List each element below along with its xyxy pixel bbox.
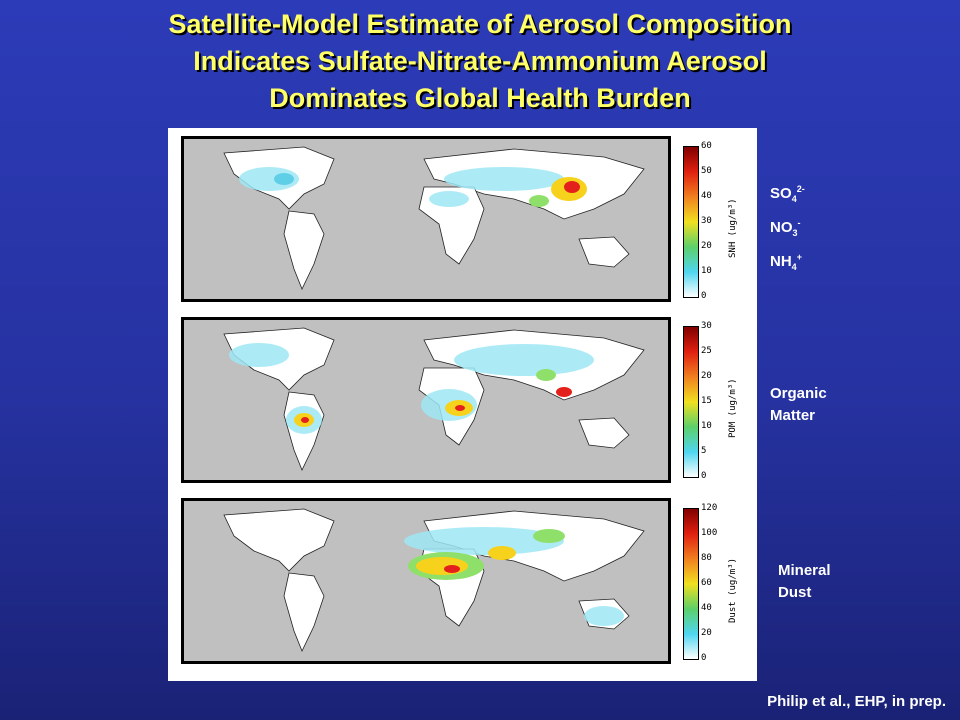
pom-tick-30: 30 bbox=[701, 321, 712, 331]
snh-tick-30: 30 bbox=[701, 216, 712, 226]
slide-title: Satellite-Model Estimate of Aerosol Comp… bbox=[0, 6, 960, 117]
so4-label: SO42- bbox=[770, 184, 805, 204]
snh-tick-60: 60 bbox=[701, 141, 712, 151]
pom-tick-5: 5 bbox=[701, 446, 707, 456]
pom-tick-15: 15 bbox=[701, 396, 712, 406]
snh-colorbar-title: SNH (ug/m³) bbox=[728, 198, 738, 258]
dust-colorbar-title: Dust (ug/m³) bbox=[728, 557, 738, 623]
title-line-1: Satellite-Model Estimate of Aerosol Comp… bbox=[168, 9, 792, 39]
snh-tick-50: 50 bbox=[701, 166, 712, 176]
pom-map-image bbox=[223, 327, 645, 471]
nh4-label: NH4+ bbox=[770, 252, 802, 272]
organic-matter-label: Organic Matter bbox=[770, 385, 827, 424]
pom-tick-10: 10 bbox=[701, 421, 712, 431]
dust-colorbar bbox=[683, 508, 699, 660]
pom-map bbox=[181, 317, 671, 483]
title-line-3: Dominates Global Health Burden bbox=[269, 83, 691, 113]
dust-tick-40: 40 bbox=[701, 603, 712, 613]
snh-tick-40: 40 bbox=[701, 191, 712, 201]
dust-tick-80: 80 bbox=[701, 553, 712, 563]
snh-map bbox=[181, 136, 671, 302]
dust-tick-0: 0 bbox=[701, 653, 707, 663]
pom-tick-0: 0 bbox=[701, 471, 707, 481]
dust-map-image bbox=[223, 508, 645, 652]
pom-tick-25: 25 bbox=[701, 346, 712, 356]
snh-map-image bbox=[223, 146, 645, 290]
dust-tick-20: 20 bbox=[701, 628, 712, 638]
dust-tick-60: 60 bbox=[701, 578, 712, 588]
snh-tick-10: 10 bbox=[701, 266, 712, 276]
dust-tick-120: 120 bbox=[701, 503, 718, 513]
citation-credit: Philip et al., EHP, in prep. bbox=[767, 693, 946, 710]
snh-tick-20: 20 bbox=[701, 241, 712, 251]
snh-colorbar bbox=[683, 146, 699, 298]
pom-colorbar bbox=[683, 326, 699, 478]
dust-tick-100: 100 bbox=[701, 528, 718, 538]
pom-tick-20: 20 bbox=[701, 371, 712, 381]
no3-label: NO3- bbox=[770, 218, 801, 238]
figure-panel: 60 50 40 30 20 10 0 SNH (ug/m³) bbox=[168, 128, 757, 681]
snh-tick-0: 0 bbox=[701, 291, 707, 301]
title-line-2: Indicates Sulfate-Nitrate-Ammonium Aeros… bbox=[193, 46, 767, 76]
dust-map bbox=[181, 498, 671, 664]
mineral-dust-label: Mineral Dust bbox=[778, 562, 831, 601]
pom-colorbar-title: POM (ug/m³) bbox=[728, 378, 738, 438]
